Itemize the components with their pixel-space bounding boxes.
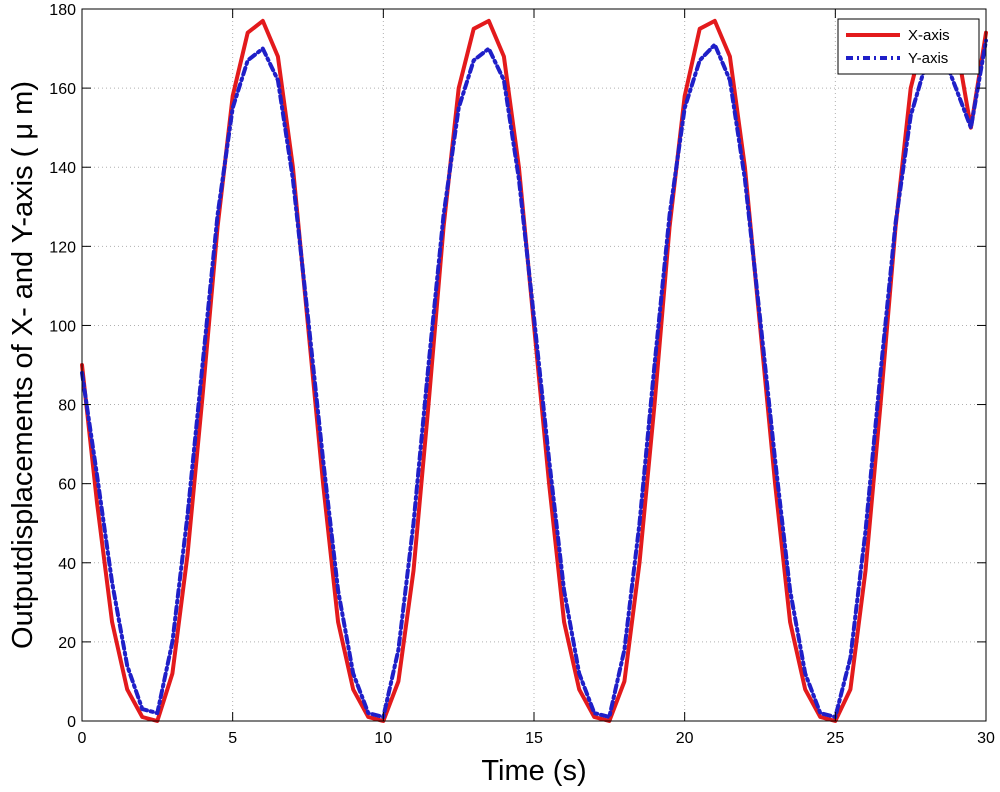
y-axis-title: Outputdisplacements of X- and Y-axis ( μ… <box>7 81 39 649</box>
x-tick-label: 5 <box>228 730 237 747</box>
legend-label: Y-axis <box>908 50 948 67</box>
legend: X-axis Y-axis <box>837 18 980 75</box>
x-tick-label: 0 <box>78 730 87 747</box>
y-tick-label: 180 <box>49 2 76 19</box>
x-axis-title: Time (s) <box>481 755 586 787</box>
y-tick-label: 140 <box>49 160 76 177</box>
x-tick-label: 10 <box>374 730 392 747</box>
y-tick-label: 20 <box>58 635 76 652</box>
axis-ticks: 0 5 10 15 20 25 30 0 20 40 60 80 100 120 140 160 180 <box>49 2 995 747</box>
legend-box <box>837 18 980 75</box>
x-tick-label: 25 <box>826 730 844 747</box>
y-tick-label: 100 <box>49 318 76 335</box>
y-tick-label: 80 <box>58 398 76 415</box>
y-tick-label: 0 <box>67 714 76 731</box>
x-tick-label: 20 <box>676 730 694 747</box>
legend-label: X-axis <box>908 27 950 44</box>
y-tick-label: 120 <box>49 239 76 256</box>
x-tick-label: 15 <box>525 730 543 747</box>
y-tick-label: 160 <box>49 81 76 98</box>
y-tick-label: 60 <box>58 477 76 494</box>
y-tick-label: 40 <box>58 556 76 573</box>
x-tick-label: 30 <box>977 730 995 747</box>
